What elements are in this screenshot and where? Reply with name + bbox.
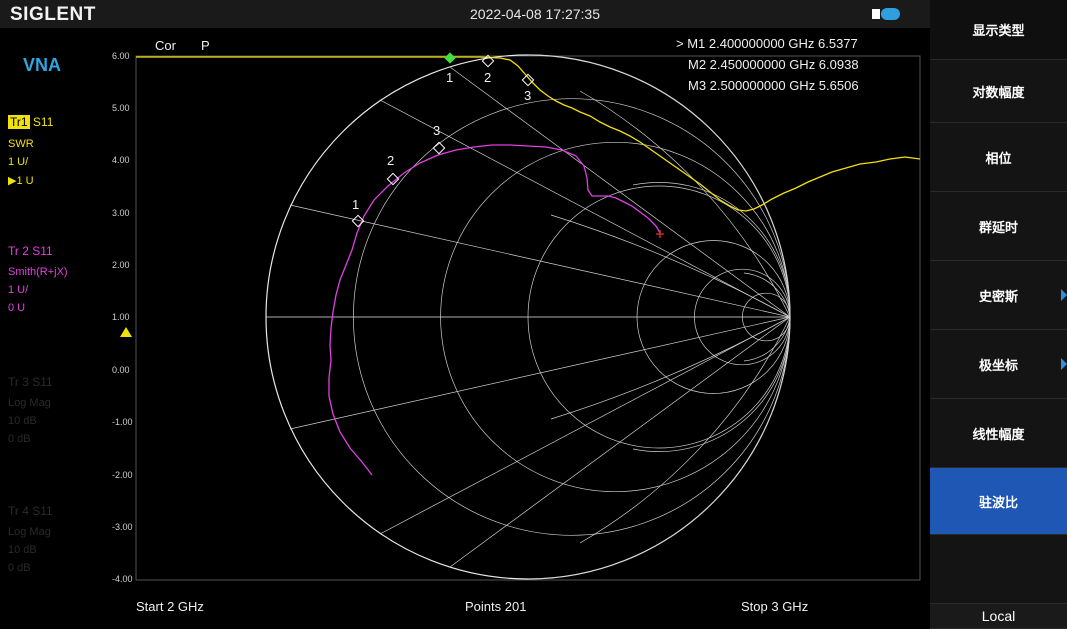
menu-title-display-type: 显示类型 — [930, 0, 1067, 60]
usb-icon — [872, 8, 900, 20]
softkey-empty — [930, 535, 1067, 604]
trace4-format: Log Mag — [8, 526, 51, 538]
trace3-header[interactable]: Tr 3 S11 — [8, 375, 53, 389]
x-arcs — [289, 54, 791, 580]
trace2-marker-2-label: 2 — [387, 153, 395, 168]
softkey-lin-mag[interactable]: 线性幅度 — [930, 399, 1067, 468]
y-tick: 0.00 — [112, 365, 130, 375]
trace1-tag: Tr1 — [8, 115, 30, 129]
y-tick: 2.00 — [112, 260, 130, 270]
y-tick: -2.00 — [112, 470, 133, 480]
softkey-swr[interactable]: 驻波比 — [930, 468, 1067, 535]
trace1-markers — [444, 52, 535, 87]
trace1-format: SWR — [8, 138, 34, 150]
trace2-end-cross — [656, 230, 664, 238]
trace4-ref: 0 dB — [8, 562, 31, 574]
trace2-header[interactable]: Tr 2 S11 — [8, 244, 53, 258]
trace1-ref: ▶1 U — [8, 175, 34, 187]
trace1-swr-line — [136, 56, 921, 212]
trace2-marker-1-label: 1 — [352, 197, 360, 212]
trace2-ref: 0 U — [8, 302, 26, 314]
softkey-smith[interactable]: 史密斯 — [930, 261, 1067, 330]
stop-frequency[interactable]: Stop 3 GHz — [741, 599, 809, 614]
y-tick: -4.00 — [112, 574, 133, 584]
smith-chart-grid — [265, 54, 791, 580]
y-tick: 4.00 — [112, 155, 130, 165]
mode-label: VNA — [23, 55, 62, 75]
trace2-param: S11 — [32, 244, 53, 258]
trace2-markers — [351, 141, 446, 228]
y-tick: -1.00 — [112, 417, 133, 427]
trace1-header[interactable]: Tr1 S11 — [8, 115, 53, 129]
reference-marker-icon — [120, 327, 132, 337]
marker-readout-m2: M2 2.450000000 GHz 6.0938 — [688, 57, 859, 72]
marker-readout-m3: M3 2.500000000 GHz 5.6506 — [688, 78, 859, 93]
datetime: 2022-04-08 17:27:35 — [470, 6, 600, 22]
trace4-param: S11 — [32, 504, 53, 518]
y-tick: 1.00 — [112, 312, 130, 322]
sweep-points[interactable]: Points 201 — [465, 599, 527, 614]
y-tick: 5.00 — [112, 103, 130, 113]
smith-chart-plot[interactable] — [0, 0, 930, 628]
trace2-format: Smith(R+jX) — [8, 266, 68, 278]
plot-frame — [135, 55, 921, 581]
port-indicator: P — [201, 38, 210, 53]
status-bar: SIGLENT 2022-04-08 17:27:35 — [0, 0, 930, 28]
trace2-tag: Tr 2 — [8, 244, 29, 258]
brand-logo: SIGLENT — [10, 4, 96, 25]
marker-3 — [521, 73, 535, 87]
softkey-polar[interactable]: 极坐标 — [930, 330, 1067, 399]
marker-1-active — [444, 52, 456, 64]
y-tick: 3.00 — [112, 208, 130, 218]
trace4-tag: Tr 4 — [8, 504, 29, 518]
trace3-param: S11 — [32, 375, 53, 389]
trace1-marker-2-label: 2 — [484, 70, 492, 85]
trace1-marker-1-label: 1 — [446, 70, 454, 85]
trace1-marker-3-label: 3 — [524, 88, 532, 103]
marker-2 — [481, 54, 495, 68]
softkey-phase[interactable]: 相位 — [930, 123, 1067, 192]
marker-readout-m1: > M1 2.400000000 GHz 6.5377 — [676, 36, 858, 51]
local-button[interactable]: Local — [930, 604, 1067, 629]
trace3-format: Log Mag — [8, 397, 51, 409]
softkey-group-delay[interactable]: 群延时 — [930, 192, 1067, 261]
marker-2 — [386, 172, 400, 186]
trace4-scale: 10 dB — [8, 544, 37, 556]
softkey-log-mag[interactable]: 对数幅度 — [930, 60, 1067, 123]
start-frequency[interactable]: Start 2 GHz — [136, 599, 204, 614]
trace1-param: S11 — [32, 115, 54, 129]
softkey-menu: 显示类型 对数幅度 相位 群延时 史密斯 极坐标 线性幅度 驻波比 Local — [930, 0, 1067, 629]
submenu-arrow-icon — [1061, 289, 1067, 301]
trace3-scale: 10 dB — [8, 415, 37, 427]
y-tick: -3.00 — [112, 522, 133, 532]
y-tick: 6.00 — [112, 51, 130, 61]
submenu-arrow-icon — [1061, 358, 1067, 370]
marker-1 — [351, 214, 365, 228]
marker-3 — [432, 141, 446, 155]
trace3-tag: Tr 3 — [8, 375, 29, 389]
trace4-header[interactable]: Tr 4 S11 — [8, 504, 53, 518]
trace3-ref: 0 dB — [8, 433, 31, 445]
trace2-scale: 1 U/ — [8, 284, 29, 296]
correction-indicator: Cor — [155, 38, 176, 53]
trace1-scale: 1 U/ — [8, 156, 29, 168]
trace2-marker-3-label: 3 — [433, 123, 441, 138]
trace2-smith-line — [328, 144, 661, 476]
